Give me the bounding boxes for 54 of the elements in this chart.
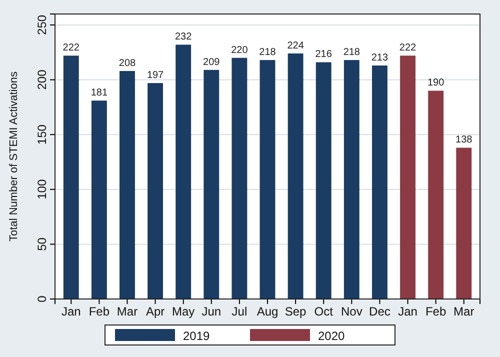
- y-tick-label: 0: [35, 295, 49, 302]
- x-tick-label: Aug: [256, 304, 278, 319]
- data-label: 232: [175, 32, 192, 43]
- bar: [91, 100, 107, 299]
- y-tick-label: 200: [35, 69, 49, 90]
- x-tick-label: Mar: [116, 304, 138, 319]
- bar: [428, 90, 444, 299]
- x-tick-label: Feb: [88, 304, 110, 319]
- x-tick-label: Oct: [314, 304, 334, 319]
- bar: [372, 66, 388, 299]
- x-tick-label: Jul: [232, 304, 248, 319]
- y-tick-label: 50: [35, 237, 49, 251]
- x-tick-label: Sep: [284, 304, 307, 319]
- y-tick-label: 250: [35, 14, 49, 35]
- legend-label: 2020: [318, 329, 346, 343]
- bar: [316, 62, 332, 299]
- legend-label: 2019: [183, 329, 210, 343]
- data-label: 218: [343, 47, 360, 58]
- bar: [204, 70, 220, 299]
- bar: [148, 83, 164, 299]
- data-label: 181: [90, 88, 108, 99]
- bar: [400, 56, 416, 299]
- x-tick-label: Nov: [340, 304, 362, 319]
- data-label: 220: [231, 44, 248, 56]
- x-tick-label: Dec: [369, 304, 390, 319]
- data-label: 213: [371, 52, 388, 64]
- x-tick-label: Jun: [202, 304, 222, 319]
- data-label: 209: [203, 56, 220, 68]
- bar: [260, 60, 276, 299]
- bar: [176, 44, 192, 299]
- data-label: 224: [287, 40, 304, 52]
- data-label: 138: [456, 134, 473, 146]
- data-label: 208: [118, 58, 136, 69]
- bar: [456, 148, 472, 299]
- data-label: 216: [315, 49, 332, 60]
- bar: [120, 71, 135, 299]
- x-tick-label: May: [172, 304, 195, 319]
- data-label: 222: [62, 42, 80, 54]
- bar: [232, 58, 248, 299]
- data-label: 218: [259, 47, 276, 58]
- y-tick-label: 150: [35, 124, 49, 145]
- data-label: 197: [146, 70, 164, 82]
- y-tick-label: 100: [35, 179, 49, 200]
- x-tick-label: Mar: [454, 304, 474, 319]
- bar: [63, 56, 79, 299]
- x-tick-label: Apr: [146, 304, 165, 319]
- bar: [344, 60, 360, 299]
- x-tick-label: Jan: [61, 304, 81, 319]
- x-tick-label: Feb: [425, 304, 446, 319]
- bar: [288, 53, 304, 299]
- x-tick-label: Jan: [398, 304, 418, 319]
- data-label: 222: [399, 42, 417, 54]
- data-label: 190: [427, 78, 445, 89]
- y-axis-title: Total Number of STEMI Activations: [8, 71, 20, 242]
